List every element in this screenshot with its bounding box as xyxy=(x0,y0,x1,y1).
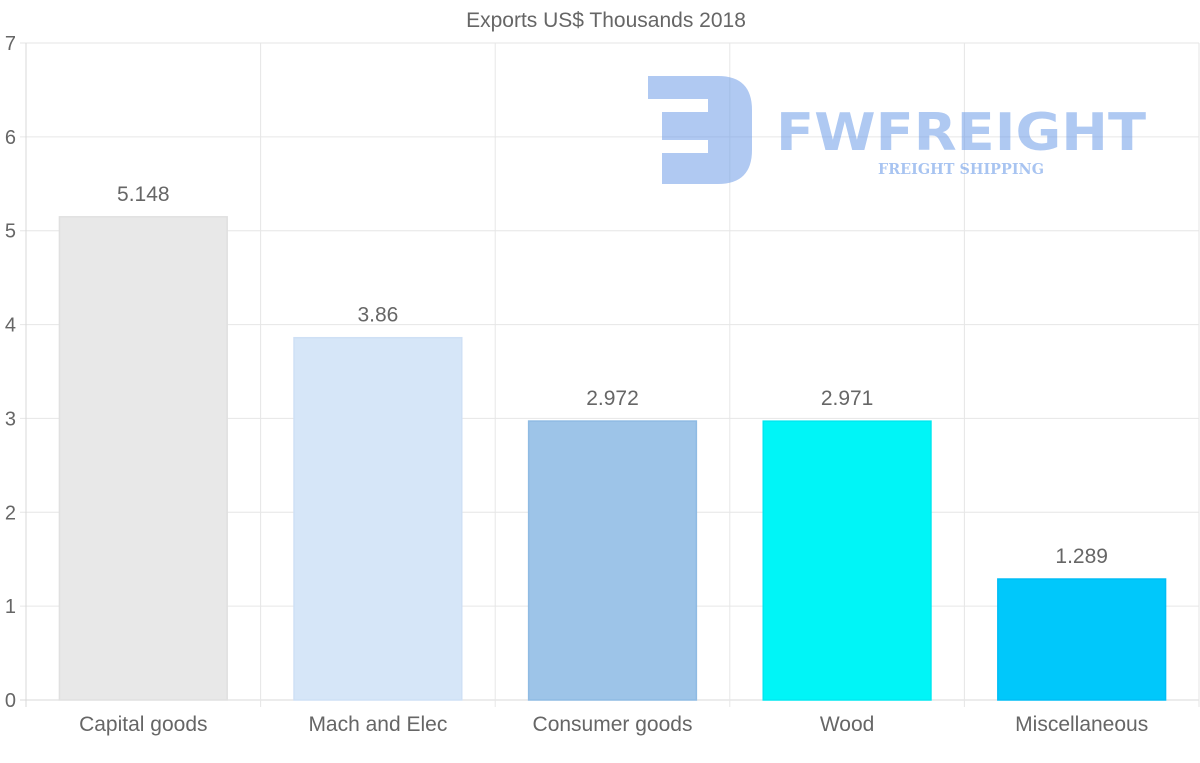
bar-wood[interactable] xyxy=(762,420,932,701)
data-labels: 5.148 3.86 2.972 2.971 1.289 xyxy=(117,183,1108,568)
x-category-label: Mach and Elec xyxy=(308,713,447,736)
bar-consumer-goods[interactable] xyxy=(527,420,698,701)
y-tick-label: 2 xyxy=(5,502,16,524)
y-tick-label: 1 xyxy=(5,596,16,618)
x-category-label: Miscellaneous xyxy=(1015,713,1148,736)
y-tick-label: 5 xyxy=(5,221,16,243)
y-tick-label: 4 xyxy=(5,315,16,337)
watermark: FWFREIGHT FREIGHT SHIPPING xyxy=(648,76,1147,184)
y-tick-label: 6 xyxy=(5,127,16,149)
y-axis-ticks: 0 1 2 3 4 5 6 7 xyxy=(5,33,16,712)
y-tick-label: 3 xyxy=(5,408,16,430)
bar-capital-goods[interactable] xyxy=(58,216,228,701)
x-category-label: Capital goods xyxy=(79,713,207,736)
x-axis-labels: Capital goods Mach and Elec Consumer goods… xyxy=(79,713,1148,736)
y-tick-label: 7 xyxy=(5,33,16,55)
bar-value-label: 5.148 xyxy=(117,183,170,206)
bar-value-label: 1.289 xyxy=(1055,545,1108,568)
x-category-label: Wood xyxy=(820,713,874,736)
bar-mach-and-elec[interactable] xyxy=(293,336,463,701)
bars xyxy=(58,216,1167,701)
bar-value-label: 3.86 xyxy=(357,304,398,327)
bar-value-label: 2.971 xyxy=(821,387,874,410)
watermark-brand: FWFREIGHT xyxy=(776,103,1147,163)
chart-title: Exports US$ Thousands 2018 xyxy=(466,9,746,32)
fwfreight-logo-icon xyxy=(648,76,752,184)
x-category-label: Consumer goods xyxy=(533,713,693,736)
watermark-tagline: FREIGHT SHIPPING xyxy=(878,160,1044,178)
bar-value-label: 2.972 xyxy=(586,387,639,410)
y-tick-label: 0 xyxy=(5,690,16,712)
bar-miscellaneous[interactable] xyxy=(997,578,1167,701)
